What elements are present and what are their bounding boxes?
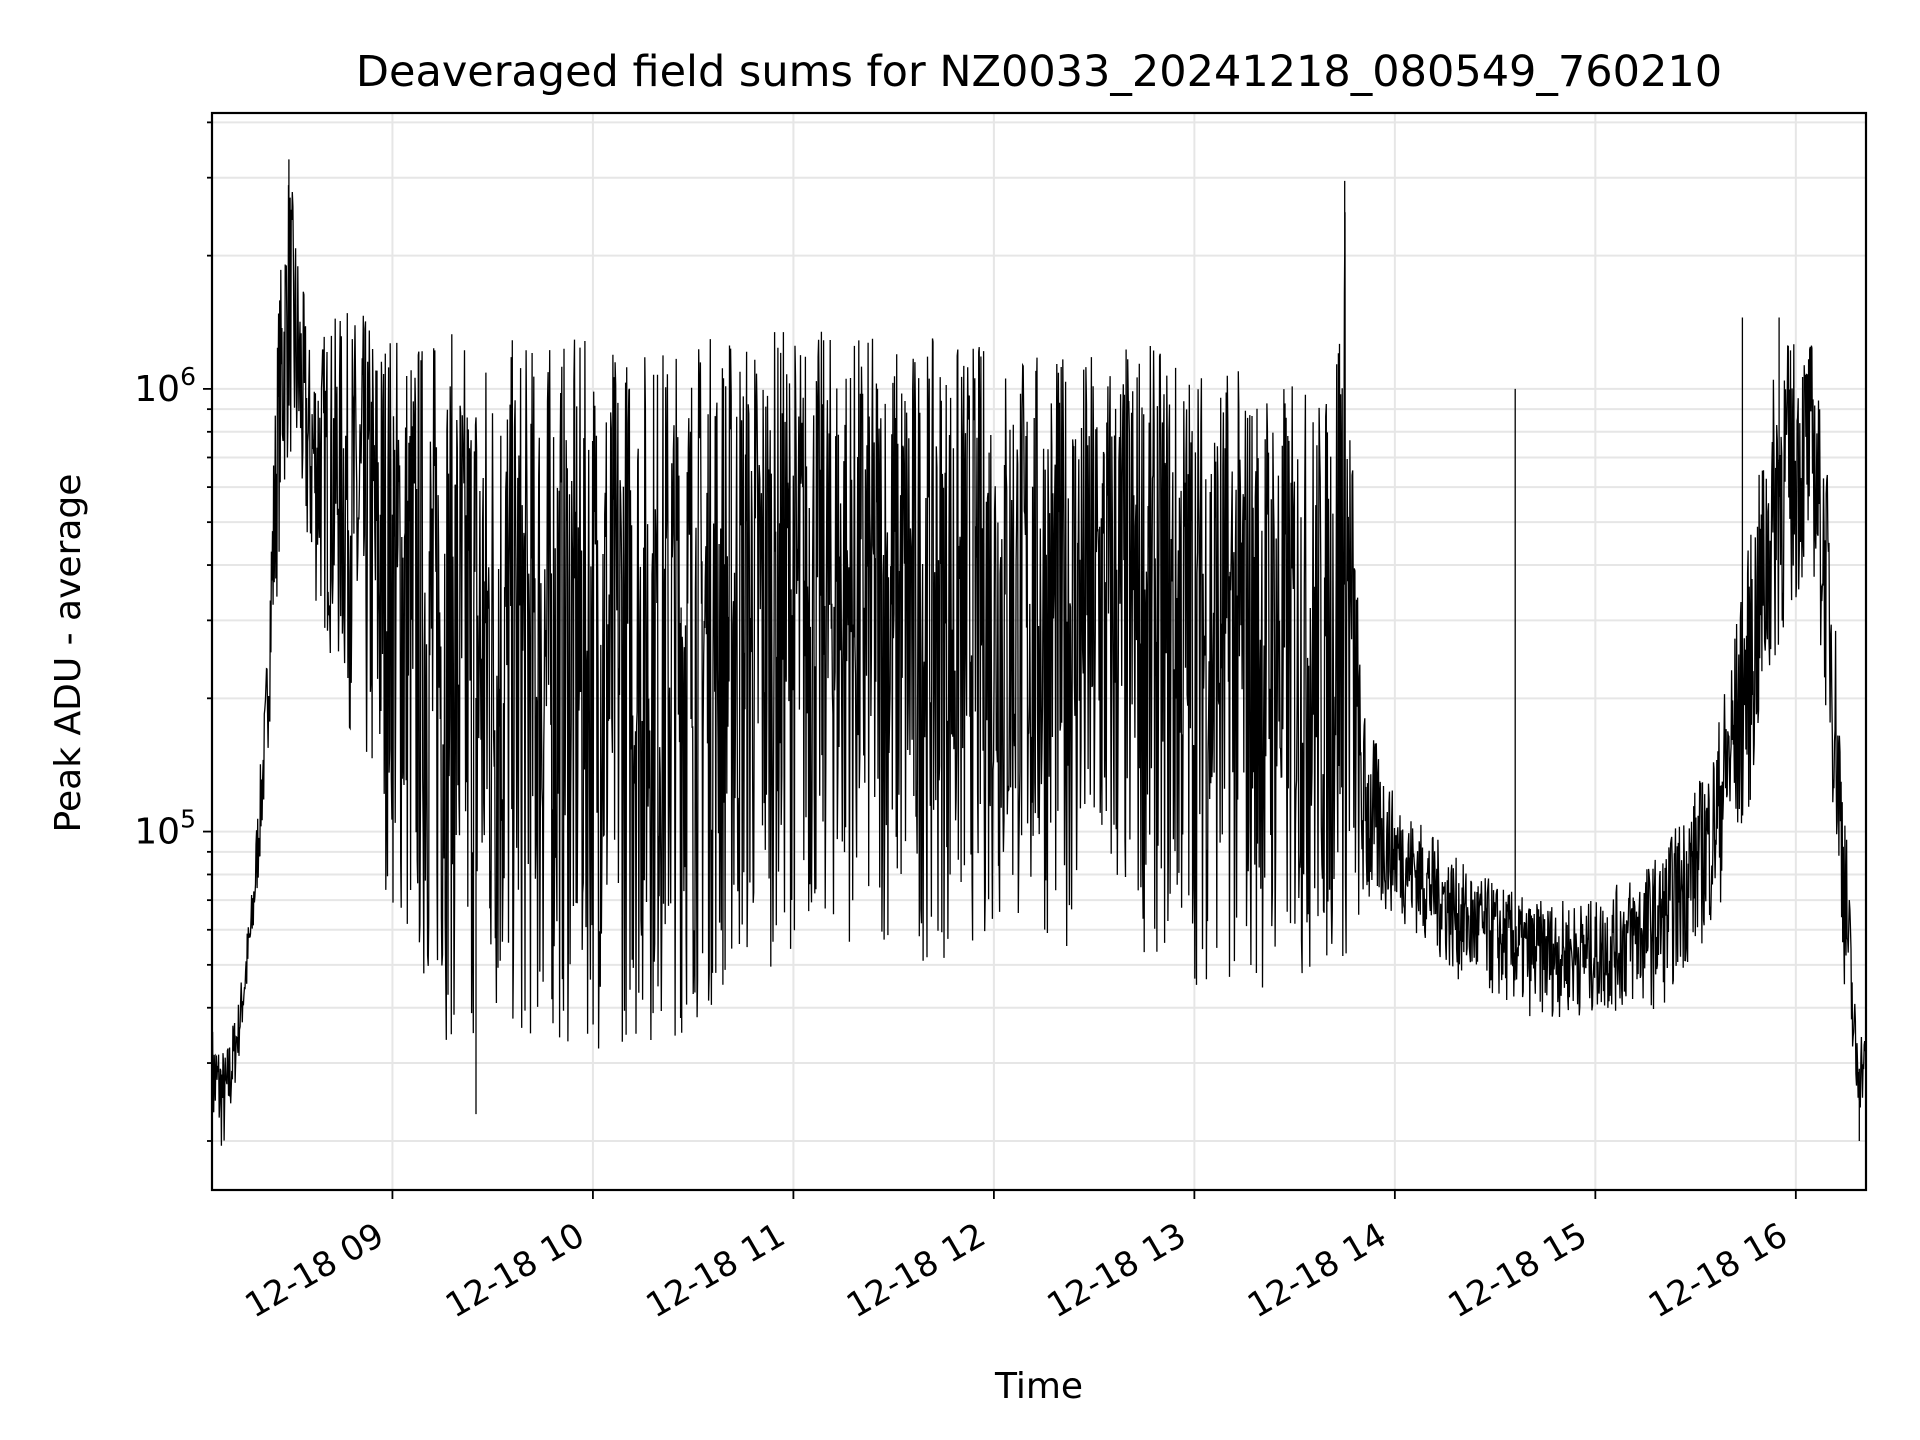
y-tick-label: 106 (134, 362, 196, 410)
x-axis-label: Time (994, 1366, 1083, 1407)
plot-frame (210, 111, 1868, 1192)
chart-title: Deaveraged field sums for NZ0033_2024121… (356, 47, 1722, 97)
y-tick-label: 105 (134, 805, 196, 853)
series-group (211, 159, 1867, 1146)
series-line (211, 159, 1867, 1146)
y-axis-label: Peak ADU - average (48, 474, 89, 833)
y-axis: 105 106 (134, 121, 212, 1142)
